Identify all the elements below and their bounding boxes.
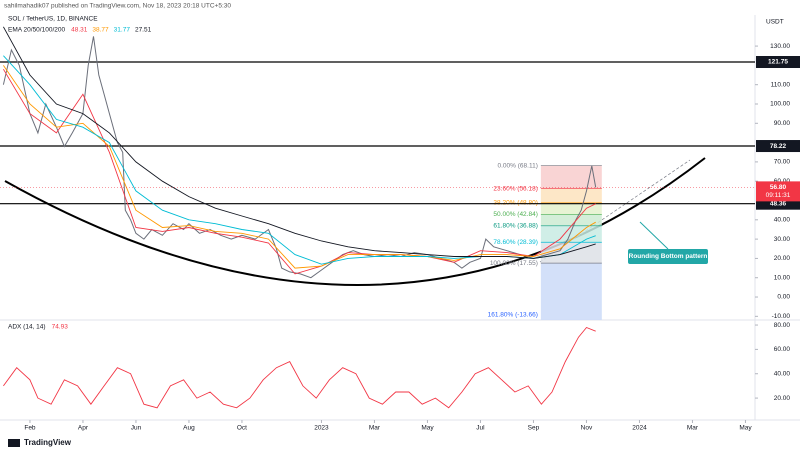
x-tick-label: Sep: [528, 425, 540, 432]
x-tick-label: Feb: [24, 425, 36, 432]
level-label-box: [756, 56, 800, 69]
series-line: [3, 65, 596, 269]
annotation-arrow: [639, 221, 669, 250]
fib-label: 78.60% (28.39): [493, 239, 537, 246]
legend-value: 31.77: [114, 27, 131, 34]
y-tick-label: 80.00: [774, 322, 791, 329]
x-tick-label: 2023: [314, 425, 329, 432]
x-tick-label: Aug: [183, 425, 195, 432]
y-tick-label: 90.00: [774, 120, 791, 127]
level-label: 121.75: [768, 59, 788, 66]
symbol-title: SOL / TetherUS, 1D, BINANCE: [8, 16, 98, 23]
adx-title: ADX (14, 14): [8, 324, 46, 331]
series-line: [3, 26, 596, 259]
fib-label: 38.20% (48.80): [493, 200, 537, 207]
level-label: 78.22: [770, 143, 787, 150]
fib-band: [540, 242, 602, 264]
price-label: 56.80: [770, 184, 787, 191]
currency: USDT: [766, 19, 784, 26]
y-tick-label: 40.00: [774, 217, 791, 224]
legend-value: 27.51: [135, 27, 152, 34]
x-tick-label: May: [739, 425, 752, 432]
fib-band: [540, 202, 602, 215]
legend-value: 48.31: [71, 27, 88, 34]
fib-band: [540, 263, 602, 320]
x-tick-label: Nov: [581, 425, 593, 432]
x-tick-label: Apr: [78, 425, 89, 432]
rounding-bottom-curve: [4, 157, 706, 287]
level-label-box: [756, 140, 800, 153]
footer-brand: TradingView: [24, 438, 72, 447]
y-tick-label: -10.00: [772, 313, 791, 320]
price-label-box: [756, 181, 800, 202]
fib-band: [540, 165, 602, 189]
y-tick-label: 10.00: [774, 274, 791, 281]
legend-value: 74.93: [52, 324, 69, 331]
annotation-box: [628, 249, 708, 264]
fib-label: 23.60% (56.18): [493, 185, 537, 192]
y-tick-label: 100.00: [770, 101, 790, 108]
fib-label: 50.00% (42.84): [493, 211, 537, 218]
publisher: sahilmahadik07 published on TradingView.…: [4, 3, 231, 10]
x-tick-label: May: [421, 425, 434, 432]
fib-label: 61.80% (36.88): [493, 223, 537, 230]
y-tick-label: 60.00: [774, 346, 791, 353]
fib-label: 161.80% (-13.66): [488, 312, 538, 319]
legend-value: 38.77: [92, 27, 109, 34]
y-tick-label: 20.00: [774, 255, 791, 262]
y-tick-label: 0.00: [777, 294, 790, 301]
y-tick-label: 70.00: [774, 159, 791, 166]
x-tick-label: Mar: [687, 425, 699, 432]
y-tick-label: 130.00: [770, 43, 790, 50]
x-tick-label: 2024: [632, 425, 647, 432]
fib-band: [540, 214, 602, 226]
fib-band: [540, 188, 602, 203]
footer-logo: [8, 439, 20, 447]
price-countdown: 09:11:31: [766, 192, 791, 199]
annotation: Rounding Bottom pattern: [629, 253, 708, 260]
y-tick-label: 20.00: [774, 395, 791, 402]
fib-label: 0.00% (68.11): [498, 162, 538, 169]
panel: Rounding Bottom pattern: [0, 15, 800, 421]
x-tick-label: Oct: [237, 425, 247, 432]
x-tick-label: Mar: [369, 425, 381, 432]
level-label: 48.36: [770, 200, 787, 207]
y-tick-label: 110.00: [771, 81, 791, 88]
fib-band: [540, 225, 602, 243]
y-tick-label: 40.00: [774, 370, 791, 377]
series-line: [3, 326, 596, 409]
x-tick-label: Jun: [131, 425, 142, 432]
y-tick-label: 30.00: [774, 236, 791, 243]
indicator-label: EMA 20/50/100/200: [8, 27, 65, 34]
fib-label: 100.00% (17.55): [490, 260, 538, 267]
series-line: [2, 36, 597, 279]
x-tick-label: Jul: [476, 425, 485, 432]
